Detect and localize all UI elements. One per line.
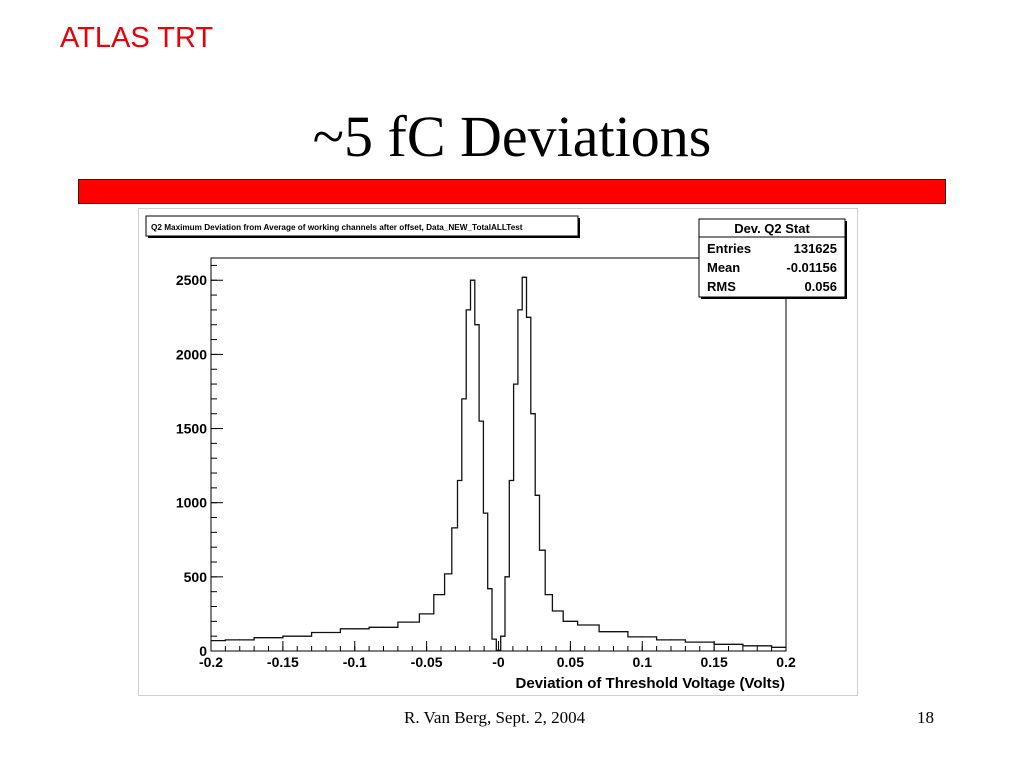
histogram-bin-point <box>510 479 513 482</box>
x-tick-label: -0.15 <box>267 654 299 670</box>
histogram-bin-point <box>426 613 428 615</box>
stats-label-entries: Entries <box>707 241 751 256</box>
histogram-bin-point <box>548 594 550 596</box>
histogram-bin-point <box>493 638 495 640</box>
page-number: 18 <box>917 708 934 727</box>
stats-box <box>698 218 846 298</box>
histogram-bin-point <box>239 639 241 641</box>
x-tick-label: -0.05 <box>411 654 443 670</box>
y-tick-label: 500 <box>184 569 208 585</box>
histogram-bin-point <box>519 309 521 311</box>
y-tick-label: 1000 <box>176 495 207 511</box>
y-tick-label: 0 <box>199 643 207 659</box>
histogram-bin-point <box>727 643 730 645</box>
histogram-bin-point <box>699 641 701 643</box>
histogram-bin-point <box>476 324 478 326</box>
stats-value-entries: 131625 <box>794 241 837 256</box>
histogram-title: Q2 Maximum Deviation from Average of wor… <box>151 223 523 232</box>
header-label: ATLAS TRT <box>60 22 214 54</box>
histogram-svg: Q2 Maximum Deviation from Average of wor… <box>145 215 847 692</box>
histogram-bin-point <box>515 383 517 385</box>
histogram-bin-point <box>541 549 543 551</box>
histogram-bin-point <box>467 309 469 311</box>
histogram-bin-point <box>536 494 538 496</box>
histogram-bin-point <box>756 645 758 647</box>
histogram-bin-point <box>325 631 327 634</box>
stats-box-title: Dev. Q2 Stat <box>734 221 810 236</box>
histogram-bin-point <box>506 576 508 578</box>
histogram-line <box>211 276 786 651</box>
histogram-bin-point <box>523 276 525 278</box>
histogram-bin-point <box>484 512 487 514</box>
histogram-bin-point <box>497 649 500 651</box>
x-tick-label: 0.2 <box>776 654 796 670</box>
histogram-bin-point <box>528 316 530 318</box>
histogram-bin-point <box>210 640 212 642</box>
histogram-bin-point <box>440 594 442 596</box>
y-tick-label: 2500 <box>176 272 207 288</box>
histogram-bin-point <box>584 624 586 626</box>
slide-title: ~5 fC Deviations <box>312 104 712 169</box>
histogram-bin-point <box>641 636 643 638</box>
histogram-bin-point <box>480 420 482 422</box>
histogram-bin-point <box>459 479 461 482</box>
stats-label-rms: RMS <box>707 279 736 294</box>
x-tick-label: -0.1 <box>343 654 367 670</box>
histogram-bin-point <box>267 637 270 639</box>
histogram-bin-point <box>411 621 413 623</box>
histogram-bin-point <box>489 588 491 590</box>
stats-value-rms: 0.056 <box>804 279 837 294</box>
histogram-bin-point <box>569 620 571 622</box>
x-axis-label: Deviation of Threshold Voltage (Volts) <box>516 675 785 692</box>
plot-area <box>210 257 787 652</box>
x-tick-label: 0.05 <box>557 654 584 670</box>
x-tick-label: -0.2 <box>199 654 223 670</box>
x-tick-label: 0.1 <box>633 654 653 670</box>
x-tick-label: -0 <box>492 654 505 670</box>
histogram-bin-point <box>296 635 298 637</box>
histogram-bin-point <box>382 626 385 628</box>
histogram-bin-point <box>463 398 465 400</box>
histogram-series <box>210 276 787 651</box>
x-tick-label: 0.15 <box>701 654 728 670</box>
histogram-bin-point <box>447 573 449 575</box>
title-divider-bar <box>78 179 946 204</box>
stats-label-mean: Mean <box>707 260 740 275</box>
histogram-bin-point <box>670 639 672 641</box>
y-tick-label: 1500 <box>176 421 207 437</box>
stats-value-mean: -0.01156 <box>786 260 837 275</box>
histogram-bin-point <box>472 279 474 281</box>
footer-author: R. Van Berg, Sept. 2, 2004 <box>404 708 586 727</box>
histogram-bin-point <box>612 631 615 633</box>
histogram-bin-point <box>354 628 356 630</box>
histogram-title-box <box>145 215 579 237</box>
histogram-canvas: Q2 Maximum Deviation from Average of wor… <box>138 208 858 696</box>
histogram-bin-point <box>454 527 456 529</box>
axes: -0.2 -0.15 -0.1 -0.05 -0 0.05 0.1 0.15 0.2 0 500 10… <box>176 264 796 670</box>
y-tick-label: 2000 <box>176 346 207 362</box>
histogram-bin-point <box>502 635 504 637</box>
histogram-bin-point <box>555 610 557 612</box>
histogram-bin-point <box>532 413 534 415</box>
histogram-bin-point <box>785 646 787 648</box>
